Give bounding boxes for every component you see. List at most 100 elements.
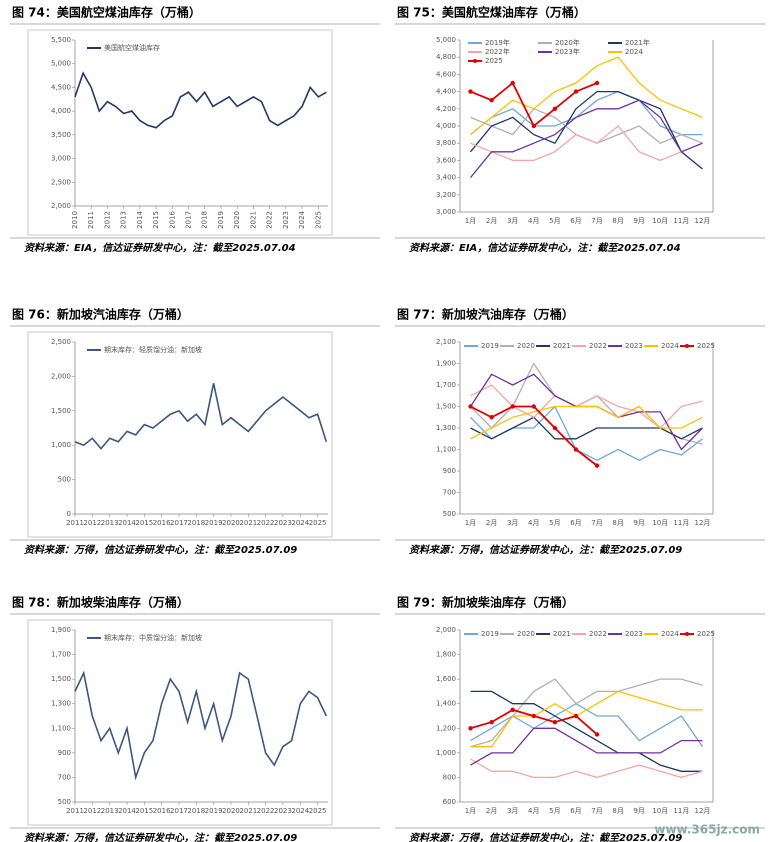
x-tick-label: 2010 <box>71 211 79 229</box>
x-tick-label: 2012 <box>83 807 101 815</box>
series-marker <box>510 80 515 86</box>
series-marker <box>594 463 600 468</box>
x-tick-label: 2019 <box>205 807 223 815</box>
series-line <box>470 108 703 144</box>
source: 资料来源：万得，信达证券研发中心，注：截至2025.07.09 <box>409 544 682 556</box>
x-tick-label: 5月 <box>549 807 560 815</box>
legend-label: 2021 <box>553 630 571 638</box>
frame <box>27 29 333 236</box>
source: 资料来源：万得，信达证券研发中心，注：截至2025.07.09 <box>24 832 297 842</box>
x-tick-label: 1月 <box>465 217 476 225</box>
x-tick-label: 2013 <box>101 519 119 527</box>
series-line <box>470 416 703 440</box>
x-tick-label: 2月 <box>486 519 497 527</box>
x-tick-label: 2016 <box>153 807 171 815</box>
y-tick-label: 3,200 <box>436 191 456 199</box>
x-tick-label: 2012 <box>83 519 101 527</box>
y-tick-label: 5,500 <box>51 36 71 44</box>
y-tick-label: 2,500 <box>51 338 71 346</box>
x-tick-label: 6月 <box>570 807 581 815</box>
legend-label: 美国航空煤油库存 <box>104 43 160 52</box>
figure-title: 图 78：新加坡柴油库存（万桶） <box>12 595 189 610</box>
x-tick-label: 12月 <box>694 807 710 815</box>
y-tick-label: 5,000 <box>436 36 456 44</box>
x-tick-label: 2021 <box>249 211 257 229</box>
legend-label: 2023 <box>625 342 643 350</box>
x-tick-label: 10月 <box>652 519 668 527</box>
x-tick-label: 2012 <box>103 211 111 229</box>
figure-title: 图 76：新加坡汽油库存（万桶） <box>12 307 189 322</box>
y-tick-label: 900 <box>58 749 71 757</box>
x-tick-label: 5月 <box>549 519 560 527</box>
x-tick-label: 2023 <box>274 519 292 527</box>
y-tick-label: 3,000 <box>436 208 456 216</box>
y-tick-label: 1,300 <box>436 424 456 432</box>
legend-label: 2020 <box>517 630 535 638</box>
series-marker <box>531 713 536 719</box>
y-tick-label: 1,900 <box>51 626 71 634</box>
legend-label: 2021年 <box>625 38 650 47</box>
x-tick-label: 8月 <box>612 519 623 527</box>
y-tick-label: 2,000 <box>51 202 71 210</box>
x-tick-label: 2024 <box>291 807 309 815</box>
source: 资料来源：万得，信达证券研发中心，注：截至2025.07.09 <box>409 832 682 842</box>
legend-label: 2020年 <box>555 38 580 47</box>
x-tick-label: 6月 <box>570 519 581 527</box>
x-tick-label: 4月 <box>528 217 539 225</box>
series-marker <box>573 447 579 452</box>
x-tick-label: 2014 <box>118 807 136 815</box>
series-line <box>74 71 327 129</box>
y-tick-label: 1,000 <box>51 441 71 449</box>
y-tick-label: 3,800 <box>436 139 456 147</box>
legend-label: 2024 <box>625 48 643 56</box>
x-tick-label: 2020 <box>222 807 240 815</box>
x-tick-label: 11月 <box>673 807 689 815</box>
legend-marker <box>685 344 689 348</box>
series-marker <box>552 719 558 725</box>
x-tick-label: 2023 <box>274 807 292 815</box>
x-tick-label: 6月 <box>570 217 581 225</box>
y-tick-label: 2,000 <box>436 626 456 634</box>
x-tick-label: 12月 <box>694 519 710 527</box>
series-marker <box>573 713 579 719</box>
x-tick-label: 8月 <box>612 807 623 815</box>
series-line <box>470 690 703 772</box>
x-tick-label: 2018 <box>187 519 205 527</box>
legend-label: 2025 <box>697 630 715 638</box>
legend-label: 2020 <box>517 342 535 350</box>
series-line <box>470 758 703 779</box>
x-tick-label: 2020 <box>233 211 241 229</box>
source: 资料来源：万得，信达证券研发中心，注：截至2025.07.09 <box>24 544 297 556</box>
series-line <box>470 90 703 136</box>
y-tick-label: 1,800 <box>436 651 456 659</box>
x-tick-label: 2024 <box>291 519 309 527</box>
x-tick-label: 11月 <box>673 217 689 225</box>
series-marker <box>573 89 579 94</box>
series-line <box>470 56 703 136</box>
y-tick-label: 4,000 <box>51 107 71 115</box>
x-tick-label: 2019 <box>205 519 223 527</box>
series-line <box>469 90 703 170</box>
x-tick-label: 2015 <box>135 807 153 815</box>
series-marker <box>489 415 494 420</box>
x-tick-label: 2011 <box>87 211 95 229</box>
y-tick-label: 1,700 <box>51 651 71 659</box>
x-tick-label: 2022 <box>257 807 275 815</box>
x-tick-label: 9月 <box>633 807 644 815</box>
x-tick-label: 2024 <box>298 210 306 228</box>
x-tick-label: 2月 <box>486 807 497 815</box>
y-tick-label: 4,800 <box>436 53 456 61</box>
y-tick-label: 4,400 <box>436 88 456 96</box>
series-marker <box>468 726 473 731</box>
series-marker <box>531 123 536 129</box>
y-tick-label: 4,500 <box>51 83 71 91</box>
x-tick-label: 2021 <box>239 807 257 815</box>
series-marker <box>468 89 473 94</box>
y-tick-label: 1,100 <box>51 724 71 732</box>
y-tick-label: 500 <box>58 798 71 806</box>
y-tick-label: 1,700 <box>436 381 456 389</box>
x-tick-label: 2017 <box>170 519 188 527</box>
legend-label: 2019 <box>481 630 499 638</box>
x-tick-label: 7月 <box>591 807 602 815</box>
y-tick-label: 1,500 <box>436 403 456 411</box>
